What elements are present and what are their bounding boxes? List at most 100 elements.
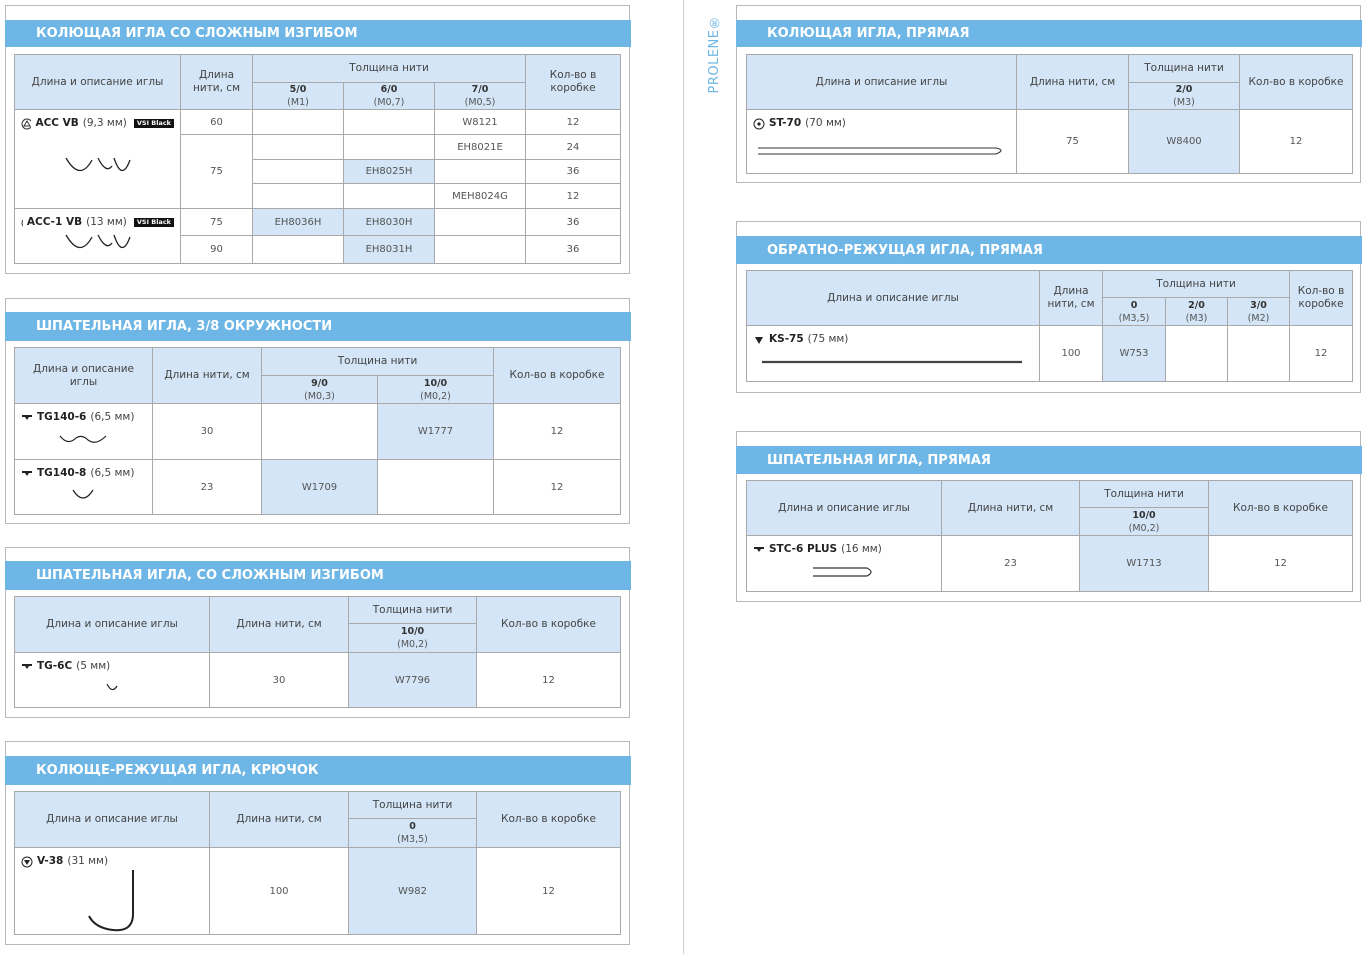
header-cell: Длина нити, см: [209, 791, 349, 848]
needle-drawing-area: [21, 424, 146, 455]
product-code: EH8031H: [365, 244, 413, 255]
section-box: [5, 741, 630, 945]
column-divider: [683, 0, 684, 954]
needle-drawing: [813, 566, 872, 577]
needle-name: KS-75: [769, 333, 804, 345]
section-title: КОЛЮЩАЯ ИГЛА СО СЛОЖНЫМ ИЗГИБОМ: [5, 20, 631, 47]
gauge-metric: (M3,5): [1118, 312, 1150, 324]
needle-cell: ACC-1 VB (13 мм) VSI Black: [14, 208, 181, 264]
needle-icon: [22, 414, 32, 420]
needle-drawing: [59, 435, 106, 443]
length-cell: 100: [209, 847, 349, 935]
length-cell: 23: [152, 459, 262, 515]
qty-cell: 12: [493, 403, 621, 460]
needle-size: (70 мм): [805, 117, 846, 129]
qty-cell: 12: [525, 183, 621, 209]
length-cell: 23: [941, 535, 1080, 592]
gauge-cell: 6/0 (M0,7): [343, 82, 435, 110]
needle-icon: [22, 663, 32, 669]
quantity: 12: [1314, 348, 1328, 359]
product-code: W7796: [394, 674, 431, 686]
header-text: Кол-во в коробке: [1233, 501, 1328, 514]
header-cell: Длина и описание иглы: [14, 54, 181, 110]
gauge-metric: (M2): [1247, 312, 1270, 324]
length-cell: 90: [180, 235, 253, 264]
qty-cell: 12: [1239, 109, 1353, 174]
length-cell: 60: [180, 109, 253, 135]
code-cell: EH8025H: [343, 159, 435, 184]
length: 23: [200, 481, 214, 493]
code-cell: [252, 183, 344, 209]
product-code: MEH8024G: [452, 190, 508, 202]
header-text: Кол-во в коробке: [501, 813, 596, 825]
code-cell: [252, 235, 344, 264]
section-title: КОЛЮЩАЯ ИГЛА, ПРЯМАЯ: [736, 20, 1362, 47]
needle-label: TG140-8 (6,5 мм): [21, 467, 146, 480]
gauge-size: 2/0: [1188, 299, 1205, 311]
gauge-size: 0: [1130, 299, 1138, 311]
length-cell: 30: [209, 652, 349, 708]
quantity: 36: [566, 244, 580, 255]
gauge-size: 10/0: [423, 377, 448, 389]
qty-cell: 36: [525, 159, 621, 184]
product-code: EH8021E: [457, 141, 503, 153]
product-code: EH8025H: [365, 166, 413, 177]
header-cell: Длина нити, см: [1016, 54, 1129, 110]
needle-drawing: [64, 234, 131, 249]
gauge-cell: 0 (M3,5): [1102, 297, 1166, 326]
gauge-metric: (M3,5): [397, 834, 428, 845]
product-code: EH8036H: [274, 216, 322, 228]
length-cell: 30: [152, 403, 262, 460]
code-cell: W982: [348, 847, 477, 935]
header-text: Кол-во в коробке: [1248, 75, 1344, 88]
needle-name: STC-6 PLUS: [769, 543, 838, 555]
needle-label: TG140-6 (6,5 мм): [21, 411, 146, 424]
needle-size: (6,5 мм): [90, 467, 135, 479]
section-box: [736, 221, 1361, 393]
needle-name: ST-70: [769, 117, 802, 129]
gauge-size: 10/0: [400, 626, 425, 637]
length: 30: [272, 674, 286, 686]
header-text: Длина и описание иглы: [46, 813, 178, 825]
title-text: ШПАТЕЛЬНАЯ ИГЛА, 3/8 ОКРУЖНОСТИ: [36, 319, 333, 334]
section-title: ШПАТЕЛЬНАЯ ИГЛА, СО СЛОЖНЫМ ИЗГИБОМ: [5, 561, 631, 590]
header-text: Длина нити, см: [236, 813, 322, 825]
needle-icon: [21, 856, 33, 867]
brand: PROLENE®: [707, 14, 722, 94]
quantity: 12: [566, 190, 580, 202]
length: 75: [210, 216, 223, 228]
gauge-metric: (M1): [287, 97, 309, 108]
header-cell: Толщина нити: [252, 54, 526, 83]
needle-cell: ST-70 (70 мм): [746, 109, 1017, 174]
header-cell: Длина и описание иглы: [746, 54, 1017, 110]
quantity: 12: [566, 116, 580, 128]
header-text: Толщина нити: [1144, 62, 1224, 74]
gauge-cell: 10/0 (M0,2): [348, 623, 477, 653]
needle-cell: V-38 (31 мм): [14, 847, 210, 935]
gauge-cell: 2/0 (M3): [1128, 82, 1240, 110]
gauge-cell: 0 (M3,5): [348, 818, 477, 848]
code-cell: [252, 159, 344, 184]
gauge-size: 3/0: [1250, 299, 1267, 311]
needle-label: V-38 (31 мм): [21, 855, 203, 868]
badge: VSI Black: [133, 218, 174, 227]
header-cell: Длина нити, см: [152, 347, 262, 404]
needle-name: TG140-8: [37, 467, 87, 479]
header-cell: Кол-во в коробке: [476, 596, 621, 653]
gauge-metric: (M3): [1185, 312, 1208, 324]
header-text: Толщина нити: [349, 62, 429, 74]
qty-cell: 36: [525, 208, 621, 236]
code-cell: W1777: [377, 403, 494, 460]
title-text: ШПАТЕЛЬНАЯ ИГЛА, СО СЛОЖНЫМ ИЗГИБОМ: [36, 568, 384, 583]
code-cell: W7796: [348, 652, 477, 708]
header-cell: Кол-во в коробке: [1208, 480, 1353, 536]
code-cell: [434, 159, 526, 184]
quantity: 12: [1274, 558, 1287, 569]
needle-size: (16 мм): [841, 543, 882, 555]
product-code: W8400: [1166, 136, 1202, 147]
needle-drawing: [106, 683, 118, 691]
quantity: 36: [566, 216, 580, 228]
needle-label: ACC VB (9,3 мм) VSI Black: [21, 117, 174, 130]
needle-drawing: [71, 489, 94, 499]
